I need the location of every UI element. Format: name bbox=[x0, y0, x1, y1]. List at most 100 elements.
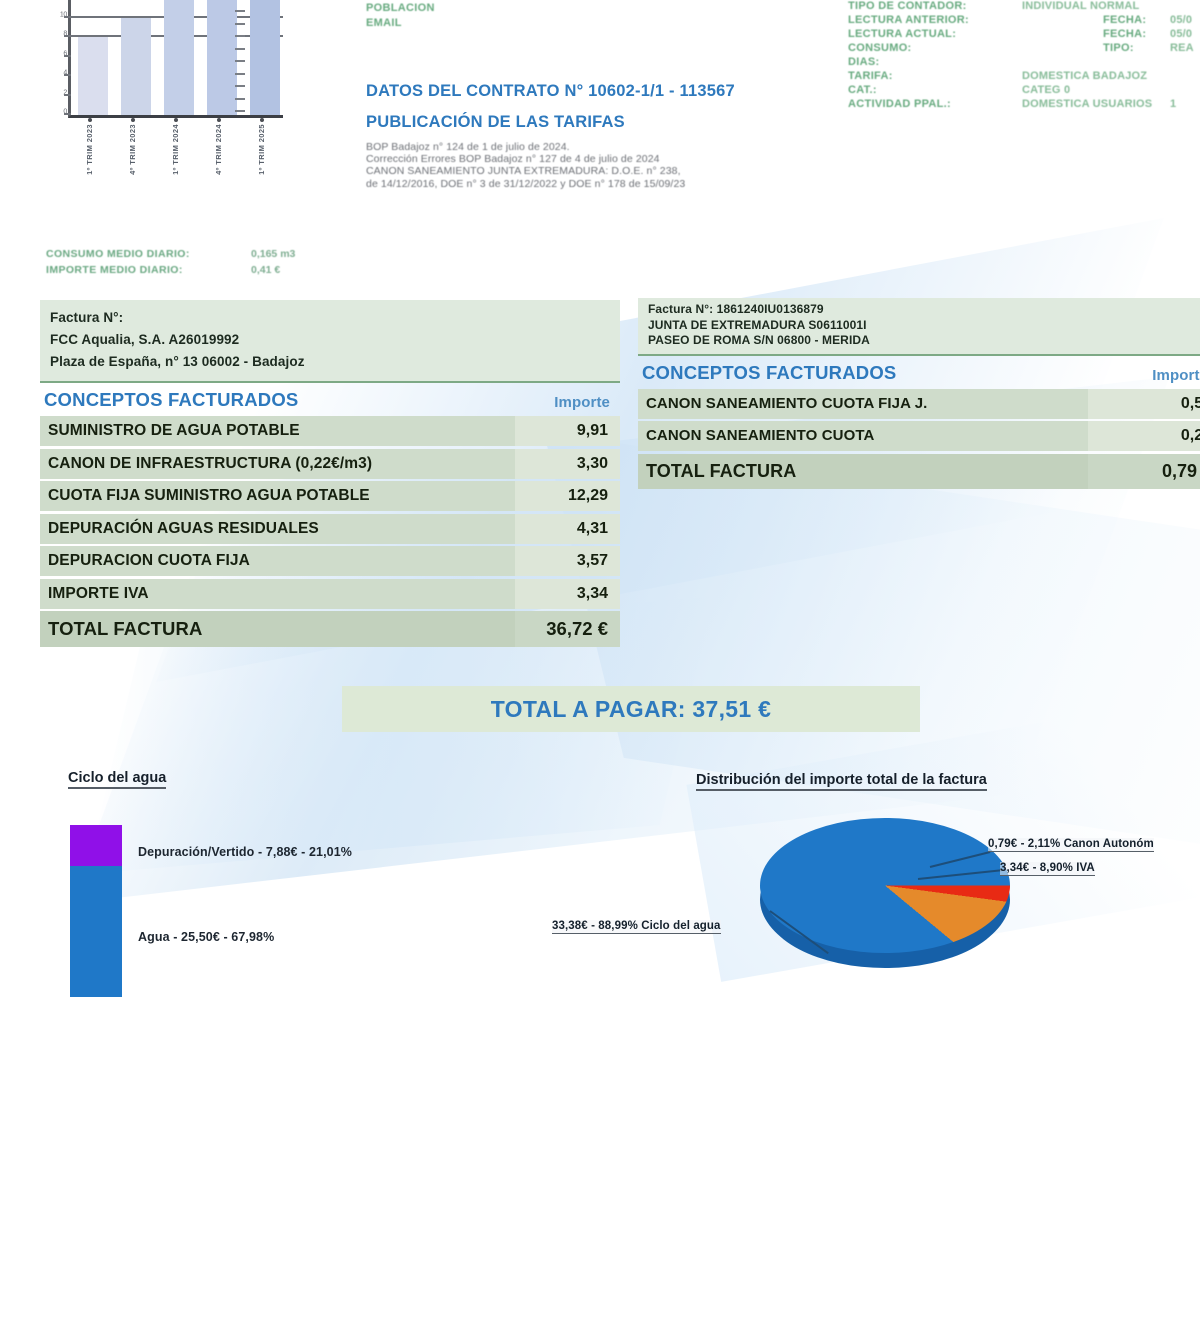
supply-info-text: TARIFA: bbox=[848, 70, 893, 82]
table-row: CUOTA FIJA SUMINISTRO AGUA POTABLE 12,29 bbox=[40, 481, 620, 511]
bar-chart-minor-tick bbox=[235, 110, 245, 112]
bar-chart-minor-tick bbox=[235, 60, 245, 62]
bar-chart-minor-tick bbox=[235, 72, 245, 75]
column-header-importe: Importe bbox=[554, 394, 610, 411]
cell-importe: 0,23 bbox=[1088, 421, 1200, 451]
supply-info-text: DIAS: bbox=[848, 56, 880, 68]
supply-info-text: DOMESTICA BADAJOZ bbox=[1022, 70, 1148, 82]
supply-info-text: TIPO DE CONTADOR: bbox=[848, 0, 967, 12]
tariff-note: Corrección Errores BOP Badajoz n° 127 de… bbox=[366, 153, 660, 166]
distribution-pie-chart bbox=[760, 818, 1010, 983]
cell-importe: 9,91 bbox=[515, 416, 620, 446]
supply-label-poblacion: POBLACION bbox=[366, 2, 435, 14]
supply-info-text: 05/0 bbox=[1170, 28, 1193, 40]
bar-chart-x-tick bbox=[216, 118, 221, 122]
bar-chart-bar bbox=[77, 37, 108, 115]
cell-concepto: CANON SANEAMIENTO CUOTA FIJA J. bbox=[638, 388, 1088, 419]
bar-chart-minor-tick bbox=[235, 97, 245, 100]
column-header-conceptos: CONCEPTOS FACTURADOS bbox=[44, 389, 299, 410]
bar-chart-minor-tick bbox=[235, 85, 245, 87]
invoice-table-junta: Factura N°: 1861240IU0136879 JUNTA DE EX… bbox=[638, 298, 1200, 491]
bar-chart-y-tick-label: 6 bbox=[63, 50, 67, 58]
pie-callout-iva: 3,34€ - 8,90% IVA bbox=[1000, 862, 1095, 876]
invoice-issuer-block: Factura N°: 1861240IU0136879 JUNTA DE EX… bbox=[638, 298, 1200, 356]
bar-chart-y-tick bbox=[64, 54, 71, 57]
bar-chart-y-tick bbox=[64, 15, 71, 18]
daily-average-row: CONSUMO MEDIO DIARIO: 0,165 m3 bbox=[46, 248, 376, 264]
invoice-rows-container: SUMINISTRO DE AGUA POTABLE 9,91 CANON DE I… bbox=[40, 416, 620, 609]
bar-chart-x-tick bbox=[173, 118, 178, 122]
stacked-bar bbox=[70, 825, 122, 997]
column-header-importe: Importe bbox=[1152, 366, 1200, 384]
bar-chart-minor-tick bbox=[235, 22, 245, 25]
ciclo-del-agua-title: Ciclo del agua bbox=[68, 770, 167, 789]
total-factura-label: TOTAL FACTURA bbox=[40, 611, 515, 647]
tariff-publication-title: PUBLICACIÓN DE LAS TARIFAS bbox=[366, 113, 625, 131]
cell-importe: 12,29 bbox=[515, 481, 620, 511]
ciclo-del-agua-chart: Depuración/Vertido - 7,88€ - 21,01% Agua… bbox=[70, 825, 490, 1000]
bar-chart-x-tick-label: 4º TRIM 2023 bbox=[127, 124, 137, 175]
tariff-note: BOP Badajoz n° 124 de 1 de julio de 2024… bbox=[366, 141, 570, 153]
table-row: DEPURACIÓN AGUAS RESIDUALES 4,31 bbox=[40, 513, 620, 544]
invoice-rows-container: CANON SANEAMIENTO CUOTA FIJA J.0,56CANON… bbox=[638, 388, 1200, 451]
supply-info-text: TIPO: bbox=[1103, 42, 1134, 54]
pie-callout-ciclo-del-agua: 33,38€ - 88,99% Ciclo del agua bbox=[552, 920, 721, 934]
supply-info-text: REA bbox=[1170, 42, 1194, 54]
supply-info-text: CONSUMO: bbox=[848, 42, 912, 54]
bar-chart-x-tick-label: 1º TRIM 2024 bbox=[170, 124, 180, 175]
total-factura-amount: 0,79 € bbox=[1088, 453, 1200, 489]
bar-chart-y-tick-label: 2 bbox=[63, 89, 67, 97]
supply-info-text: ACTIVIDAD PPAL.: bbox=[848, 98, 951, 110]
bar-chart-bar bbox=[163, 0, 194, 115]
issuer-name: JUNTA DE EXTREMADURA S0611001I bbox=[648, 317, 867, 332]
table-row-total: TOTAL FACTURA 0,79 € bbox=[638, 453, 1200, 489]
bar-chart-y-tick-label: 4 bbox=[63, 69, 67, 77]
table-row-total: TOTAL FACTURA 36,72 € bbox=[40, 611, 620, 647]
total-factura-amount: 36,72 € bbox=[515, 611, 620, 647]
cell-concepto: CANON DE INFRAESTRUCTURA (0,22€/m3) bbox=[40, 448, 515, 479]
supply-info-text: LECTURA ANTERIOR: bbox=[848, 14, 969, 26]
daily-average-row: IMPORTE MEDIO DIARIO: 0,41 € bbox=[46, 264, 376, 280]
bar-chart-x-tick bbox=[259, 118, 264, 122]
bar-chart-right-ticks bbox=[235, 0, 247, 118]
cell-importe: 0,56 bbox=[1088, 388, 1200, 419]
issuer-name: FCC Aqualia, S.A. A26019992 bbox=[50, 332, 240, 347]
cell-concepto: IMPORTE IVA bbox=[40, 578, 515, 609]
table-row: CANON DE INFRAESTRUCTURA (0,22€/m3) 3,30 bbox=[40, 448, 620, 479]
bar-chart-y-tick bbox=[64, 93, 71, 96]
cell-importe: 3,34 bbox=[515, 578, 620, 609]
bar-chart-bar bbox=[120, 17, 151, 115]
supply-info-text: DOMESTICA USUARIOS bbox=[1022, 98, 1153, 110]
column-header-conceptos: CONCEPTOS FACTURADOS bbox=[642, 361, 897, 383]
bar-chart-y-tick-label: 0 bbox=[63, 108, 67, 116]
invoice-table-aqualia: Factura N°: FCC Aqualia, S.A. A26019992 … bbox=[40, 300, 620, 650]
bar-chart-y-tick bbox=[64, 113, 71, 115]
factura-number-label: Factura N°: bbox=[50, 310, 124, 325]
supply-info-text: 05/0 bbox=[1170, 14, 1193, 26]
supply-label-email: EMAIL bbox=[366, 17, 402, 29]
ciclo-legend-depuracion: Depuración/Vertido - 7,88€ - 21,01% bbox=[138, 845, 352, 859]
supply-info-text: CAT.: bbox=[848, 84, 877, 96]
cell-importe: 4,31 bbox=[515, 513, 620, 544]
supply-info-text: FECHA: bbox=[1103, 28, 1147, 40]
bar-chart-x-tick bbox=[130, 118, 135, 122]
total-factura-label: TOTAL FACTURA bbox=[638, 453, 1088, 489]
cell-importe: 3,57 bbox=[515, 546, 620, 576]
pie-callout-canon-autonomico: 0,79€ - 2,11% Canon Autonóm bbox=[988, 838, 1154, 852]
table-row: SUMINISTRO DE AGUA POTABLE 9,91 bbox=[40, 416, 620, 446]
bar-chart-x-tick bbox=[87, 118, 92, 122]
contract-title: DATOS DEL CONTRATO N° 10602-1/1 - 113567 bbox=[366, 82, 735, 100]
contract-block: DATOS DEL CONTRATO N° 10602-1/1 - 113567… bbox=[366, 82, 836, 190]
importe-medio-diario-label: IMPORTE MEDIO DIARIO: bbox=[46, 264, 183, 276]
bar-chart-bar bbox=[206, 0, 237, 115]
cell-concepto: DEPURACIÓN AGUAS RESIDUALES bbox=[40, 513, 515, 544]
cell-concepto: SUMINISTRO DE AGUA POTABLE bbox=[40, 416, 515, 446]
factura-number-line: Factura N°: 1861240IU0136879 bbox=[648, 302, 824, 316]
bar-chart-x-tick-label: 1º TRIM 2025 bbox=[256, 124, 266, 175]
ciclo-legend-agua: Agua - 25,50€ - 67,98% bbox=[138, 930, 275, 944]
table-row: IMPORTE IVA 3,34 bbox=[40, 578, 620, 609]
issuer-address: PASEO DE ROMA S/N 06800 - MERIDA bbox=[648, 333, 870, 347]
supply-info-text: FECHA: bbox=[1103, 14, 1147, 26]
